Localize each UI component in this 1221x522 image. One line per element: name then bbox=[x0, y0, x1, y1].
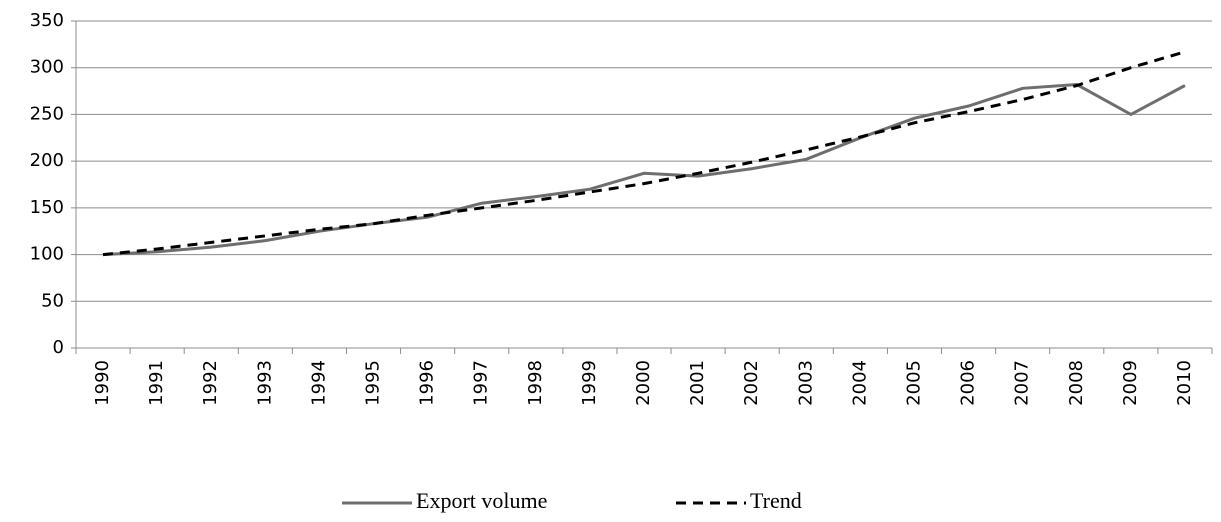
x-tick-label: 2004 bbox=[849, 360, 870, 406]
x-tick-label: 1991 bbox=[146, 360, 167, 406]
x-tick-label: 2010 bbox=[1174, 360, 1195, 406]
y-tick-label: 300 bbox=[30, 57, 64, 78]
x-tick-label: 2005 bbox=[903, 360, 924, 406]
y-tick-label: 100 bbox=[30, 244, 64, 265]
x-tick-label: 2000 bbox=[633, 360, 654, 406]
y-tick-label: 200 bbox=[30, 150, 64, 171]
x-tick-label: 1999 bbox=[579, 360, 600, 406]
x-tick-label: 1994 bbox=[308, 360, 329, 406]
x-tick-label: 1997 bbox=[471, 360, 492, 406]
x-tick-label: 1990 bbox=[92, 360, 113, 406]
x-tick-label: 1993 bbox=[254, 360, 275, 406]
y-tick-label: 0 bbox=[53, 337, 64, 358]
x-tick-label: 2007 bbox=[1012, 360, 1033, 406]
x-tick-label: 1995 bbox=[363, 360, 384, 406]
series-line bbox=[102, 50, 1186, 257]
y-tick-label: 250 bbox=[30, 103, 64, 124]
y-tick-label: 50 bbox=[41, 290, 64, 311]
series-line bbox=[102, 82, 1186, 257]
legend-label: Export volume bbox=[416, 488, 547, 513]
x-tick-label: 1998 bbox=[525, 360, 546, 406]
x-tick-label: 1996 bbox=[417, 360, 438, 406]
x-tick-label: 2002 bbox=[741, 360, 762, 406]
x-tick-label: 2008 bbox=[1066, 360, 1087, 406]
legend-label: Trend bbox=[750, 488, 802, 513]
y-tick-label: 150 bbox=[30, 197, 64, 218]
y-tick-label: 350 bbox=[30, 10, 64, 31]
x-tick-label: 2003 bbox=[795, 360, 816, 406]
legend: Export volume Trend bbox=[342, 488, 802, 513]
x-tick-label: 1992 bbox=[200, 360, 221, 406]
x-tick-label: 2009 bbox=[1120, 360, 1141, 406]
x-tick-label: 2006 bbox=[958, 360, 979, 406]
x-tick-label: 2001 bbox=[687, 360, 708, 406]
